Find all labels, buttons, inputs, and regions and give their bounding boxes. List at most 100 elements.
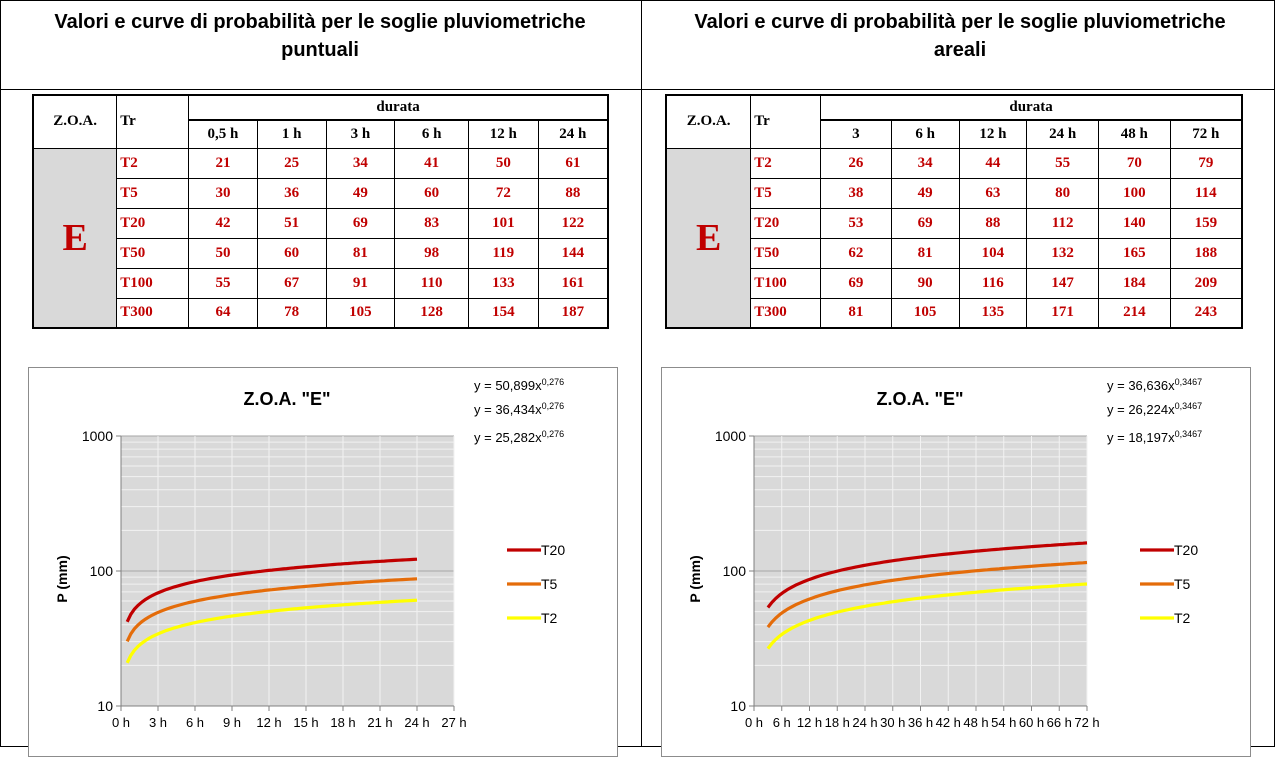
x-tick-label: 21 h	[367, 715, 392, 730]
x-tick-label: 9 h	[223, 715, 241, 730]
legend-label-T2: T2	[541, 610, 558, 626]
table-row: E T2 26 34 44 55 70 79	[665, 147, 1243, 329]
duration-header: 24 h	[1026, 119, 1099, 149]
duration-header: 24 h	[537, 119, 609, 149]
table-cell: 26	[820, 147, 892, 179]
table-cell: 90	[890, 267, 960, 299]
tr-label: T100	[750, 267, 822, 299]
x-tick-label: 36 h	[908, 715, 933, 730]
table-cell: 61	[537, 147, 609, 179]
x-tick-label: 18 h	[825, 715, 850, 730]
series-line-T20	[125, 557, 418, 623]
table-cell: 81	[325, 237, 396, 269]
table-cell: 165	[1097, 237, 1171, 269]
x-tick-label: 12 h	[256, 715, 281, 730]
table-cell: 50	[467, 147, 539, 179]
table-row: T100 69 90 116 147 184 209	[666, 267, 1243, 299]
x-tick-label: 72 h	[1074, 715, 1099, 730]
tr-label: T300	[116, 297, 190, 329]
duration-header: 48 h	[1097, 119, 1171, 149]
duration-header: 1 h	[256, 119, 327, 149]
y-tick-label: 100	[90, 563, 114, 579]
x-tick-label: 3 h	[149, 715, 167, 730]
table-row: T20 53 69 88 112 140 159	[666, 207, 1243, 239]
table-cell: 105	[890, 297, 960, 329]
x-tick-label: 27 h	[441, 715, 466, 730]
x-tick-label: 54 h	[991, 715, 1016, 730]
table-cell: 60	[256, 237, 327, 269]
legend-label-T5: T5	[1174, 576, 1191, 592]
trendline-equation: y = 50,899x0,276	[474, 377, 564, 393]
tr-label: T20	[116, 207, 190, 239]
table-cell: 38	[820, 177, 892, 209]
chart-title: Z.O.A. "E"	[876, 389, 963, 409]
x-tick-label: 66 h	[1047, 715, 1072, 730]
table-row: T50 62 81 104 132 165 188	[666, 237, 1243, 269]
tr-label: T50	[116, 237, 190, 269]
x-tick-label: 30 h	[880, 715, 905, 730]
table-cell: 72	[467, 177, 539, 209]
trendline-equation: y = 18,197x0,3467	[1107, 429, 1202, 445]
zoa-value: E	[32, 147, 118, 329]
table-cell: 34	[890, 147, 960, 179]
chart-puntuali-svg: 10 100 1000 0 h 3 h 6 h 9 h 12 h 15 h 18 h 21 h 24 …	[54, 377, 565, 730]
table-cell: 105	[325, 297, 396, 329]
table-cell: 171	[1026, 297, 1099, 329]
table-cell: 209	[1169, 267, 1243, 299]
table-cell: 49	[890, 177, 960, 209]
table-cell: 161	[537, 267, 609, 299]
series-line-T5	[766, 560, 1088, 629]
table-cell: 44	[958, 147, 1028, 179]
table-cell: 110	[394, 267, 469, 299]
durata-header: durata	[188, 94, 609, 121]
table-cell: 70	[1097, 147, 1171, 179]
table-cell: 49	[325, 177, 396, 209]
table-row: E T2 21 25 34 41 50 61	[32, 147, 609, 329]
y-axis-label: P (mm)	[687, 555, 703, 602]
table-cell: 69	[820, 267, 892, 299]
table-cell: 133	[467, 267, 539, 299]
table-cell: 184	[1097, 267, 1171, 299]
table-cell: 147	[1026, 267, 1099, 299]
x-tick-label: 18 h	[330, 715, 355, 730]
table-row: T5 38 49 63 80 100 114	[666, 177, 1243, 209]
table-cell: 81	[890, 237, 960, 269]
table-cell: 50	[188, 237, 258, 269]
trendline-equation: y = 36,636x0,3467	[1107, 377, 1202, 393]
table-cell: 51	[256, 207, 327, 239]
x-tick-label: 12 h	[797, 715, 822, 730]
tr-label: T5	[750, 177, 822, 209]
table-cell: 159	[1169, 207, 1243, 239]
table-cell: 119	[467, 237, 539, 269]
table-cell: 80	[1026, 177, 1099, 209]
table-cell: 34	[325, 147, 396, 179]
table-cell: 21	[188, 147, 258, 179]
table-cell: 88	[958, 207, 1028, 239]
table-cell: 83	[394, 207, 469, 239]
table-row: T20 42 51 69 83 101 122	[33, 207, 609, 239]
x-tick-label: 15 h	[293, 715, 318, 730]
table-cell: 144	[537, 237, 609, 269]
table-cell: 122	[537, 207, 609, 239]
table-row: T300 81 105 135 171 214 243	[666, 297, 1243, 329]
table-cell: 188	[1169, 237, 1243, 269]
table-cell: 128	[394, 297, 469, 329]
tr-label: T5	[116, 177, 190, 209]
table-row: T100 55 67 91 110 133 161	[33, 267, 609, 299]
table-row: T50 50 60 81 98 119 144	[33, 237, 609, 269]
table-cell: 88	[537, 177, 609, 209]
table-cell: 154	[467, 297, 539, 329]
table-cell: 78	[256, 297, 327, 329]
table-cell: 53	[820, 207, 892, 239]
table-cell: 69	[890, 207, 960, 239]
table-cell: 101	[467, 207, 539, 239]
legend-label-T5: T5	[541, 576, 558, 592]
table-cell: 79	[1169, 147, 1243, 179]
x-tick-label: 6 h	[186, 715, 204, 730]
chart-title: Z.O.A. "E"	[243, 389, 330, 409]
duration-header: 3	[820, 119, 892, 149]
table-cell: 132	[1026, 237, 1099, 269]
x-tick-label: 6 h	[773, 715, 791, 730]
zoa-header: Z.O.A.	[32, 94, 118, 149]
